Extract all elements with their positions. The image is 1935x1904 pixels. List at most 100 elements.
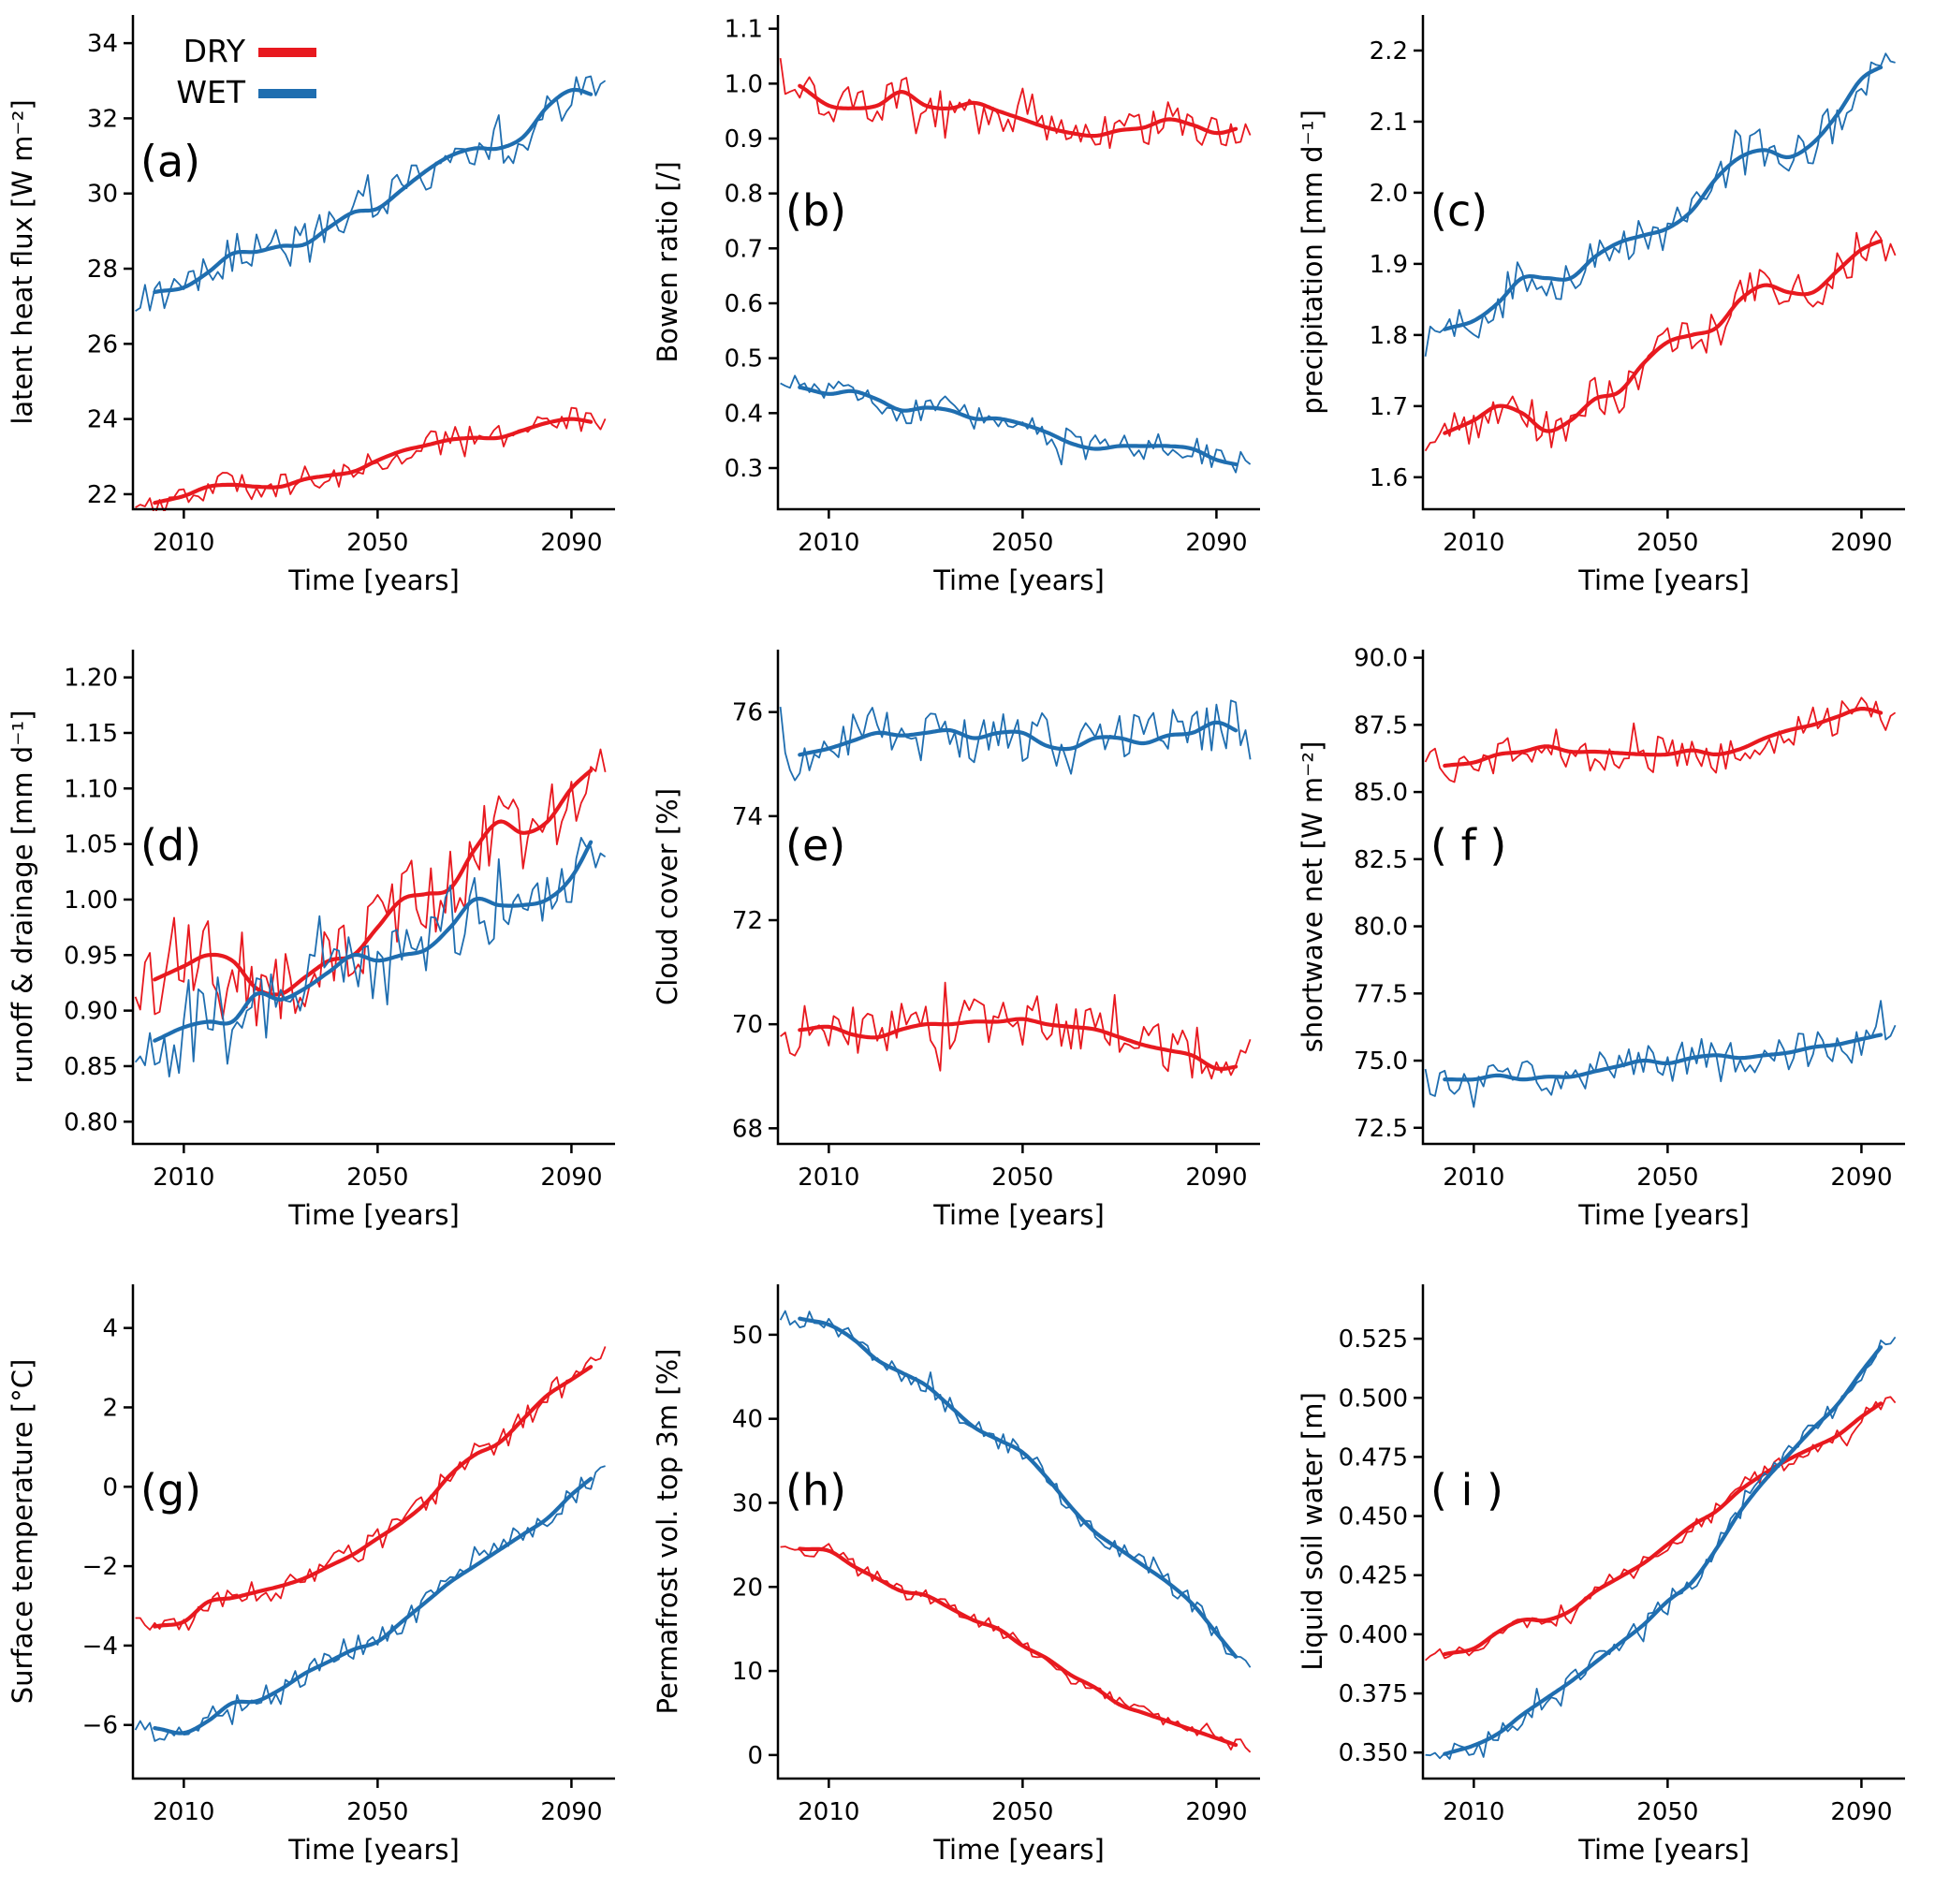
y-axis-label: Permafrost vol. top 3m [%] — [652, 1349, 683, 1715]
y-tick-label: 1.20 — [64, 665, 118, 693]
series-wet-annual-line — [779, 1310, 1252, 1668]
y-tick-label: 2.2 — [1370, 37, 1408, 66]
y-tick-label: 1.8 — [1370, 322, 1408, 350]
y-tick-label: −2 — [82, 1553, 118, 1581]
x-axis-label: Time [years] — [1577, 1199, 1750, 1231]
series-dry-annual-line — [1424, 230, 1897, 452]
chart-a: 22 24 26 28 30 32 34 2010 2050 2090 Time [years] la… — [7, 15, 615, 596]
chart-i: 0.350 0.375 0.400 0.425 0.450 0.475 0.500 0.525… — [1297, 1284, 1905, 1866]
y-tick-label: −4 — [82, 1633, 118, 1661]
y-tick-label: 0.350 — [1339, 1739, 1408, 1767]
x-tick-label: 2050 — [991, 529, 1053, 557]
series-dry-annual-line — [135, 406, 607, 511]
series-wet-smoothed-line — [798, 1316, 1239, 1659]
panel-d: 0.80 0.85 0.90 0.95 1.00 1.05 1.10 1.15 1.20 2010… — [0, 635, 645, 1269]
y-axis-label: runoff & drainage [mm d⁻¹] — [7, 710, 38, 1084]
series-dry-annual-line — [135, 1346, 607, 1632]
x-axis-label: Time [years] — [1577, 564, 1750, 596]
panel-letter: (h) — [785, 1465, 846, 1516]
y-tick-label: 1.9 — [1370, 251, 1408, 279]
y-tick-label: 4 — [102, 1315, 118, 1343]
x-tick-label: 2010 — [153, 1164, 214, 1192]
panel-letter: ( f ) — [1430, 820, 1506, 871]
panel-letter: (e) — [785, 820, 845, 871]
panel-letter: (a) — [140, 136, 200, 186]
series-wet-annual-line — [779, 699, 1252, 782]
panel-letter: (b) — [785, 185, 846, 236]
x-axis-label: Time [years] — [287, 1834, 460, 1866]
panel-g: −6 −4 −2 0 2 4 2010 2050 2090 Time [years] Surface… — [0, 1269, 645, 1904]
y-tick-label: 0.90 — [64, 998, 118, 1026]
x-tick-label: 2090 — [540, 1164, 602, 1192]
panel-letter: ( i ) — [1430, 1465, 1503, 1516]
y-tick-label: 87.5 — [1354, 711, 1408, 740]
panel-letter: (d) — [140, 820, 201, 871]
series-wet-smoothed-line — [798, 385, 1239, 467]
axis-spines — [131, 1284, 615, 1780]
y-tick-label: 10 — [732, 1658, 763, 1686]
y-tick-label: 0.85 — [64, 1053, 118, 1081]
y-axis-label: precipitation [mm d⁻¹] — [1297, 110, 1328, 415]
series-wet-smoothed-line — [798, 720, 1239, 757]
y-tick-label: 0.450 — [1339, 1503, 1408, 1531]
x-tick-label: 2010 — [798, 529, 859, 557]
x-tick-label: 2010 — [153, 1798, 214, 1826]
y-axis-label: Surface temperature [°C] — [7, 1359, 38, 1705]
series-wet-smoothed-line — [1443, 65, 1884, 331]
y-tick-label: 1.1 — [725, 16, 763, 44]
x-axis-label: Time [years] — [932, 1199, 1105, 1231]
y-tick-label: 50 — [732, 1322, 763, 1350]
series-dry-smoothed-line — [798, 83, 1239, 139]
x-tick-label: 2010 — [153, 529, 214, 557]
series-dry-annual-line — [1425, 1396, 1897, 1662]
y-tick-label: 1.7 — [1370, 393, 1408, 421]
x-axis-label: Time [years] — [287, 564, 460, 596]
panel-b: 0.3 0.4 0.5 0.6 0.7 0.8 0.9 1.0 1.1 2010 2050 2090 T… — [645, 0, 1290, 635]
chart-d: 0.80 0.85 0.90 0.95 1.00 1.05 1.10 1.15 1.20 2010… — [7, 650, 615, 1231]
series-dry-smoothed-line — [798, 1017, 1239, 1071]
y-tick-label: 0.525 — [1339, 1325, 1408, 1354]
y-tick-label: 0.6 — [725, 290, 763, 318]
series-dry-annual-line — [780, 1543, 1252, 1753]
axis-spines — [1421, 15, 1905, 511]
y-tick-label: 0.400 — [1339, 1621, 1408, 1649]
y-tick-label: 75.0 — [1354, 1047, 1408, 1076]
axis-spines — [776, 15, 1260, 511]
x-tick-label: 2090 — [1830, 1798, 1892, 1826]
series-wet-annual-line — [1424, 1000, 1897, 1108]
series-wet-annual-line — [135, 75, 607, 313]
y-tick-label: 90.0 — [1354, 645, 1408, 673]
x-tick-label: 2050 — [1636, 1798, 1698, 1826]
x-tick-label: 2090 — [1830, 529, 1892, 557]
panel-f: 72.5 75.0 77.5 80.0 82.5 85.0 87.5 90.0 2010 2050… — [1290, 635, 1935, 1269]
y-axis-label: shortwave net [W m⁻²] — [1297, 741, 1328, 1053]
y-tick-label: 0.4 — [725, 400, 763, 428]
y-tick-label: 1.15 — [64, 720, 118, 748]
y-tick-label: 0.3 — [725, 455, 763, 483]
y-tick-label: 68 — [732, 1115, 763, 1143]
x-tick-label: 2090 — [1830, 1164, 1892, 1192]
y-tick-label: 26 — [87, 330, 118, 359]
x-tick-label: 2050 — [346, 529, 408, 557]
panel-e: 68 70 72 74 76 2010 2050 2090 Time [years] Cloud … — [645, 635, 1290, 1269]
y-tick-label: 20 — [732, 1574, 763, 1602]
chart-f: 72.5 75.0 77.5 80.0 82.5 85.0 87.5 90.0 2010 2050… — [1297, 645, 1905, 1231]
x-axis-label: Time [years] — [932, 1834, 1105, 1866]
series-dry-annual-line — [1424, 696, 1897, 784]
y-tick-label: 80.0 — [1354, 914, 1408, 942]
x-tick-label: 2090 — [540, 529, 602, 557]
y-tick-label: 1.05 — [64, 831, 118, 859]
y-tick-label: 77.5 — [1354, 980, 1408, 1008]
series-dry-smoothed-line — [1443, 239, 1884, 435]
y-tick-label: 70 — [732, 1011, 763, 1039]
y-tick-label: 0.95 — [64, 942, 118, 970]
series-dry-annual-line — [134, 748, 607, 1027]
y-tick-label: 2 — [102, 1394, 118, 1422]
y-tick-label: 1.0 — [725, 70, 763, 98]
x-tick-label: 2050 — [346, 1164, 408, 1192]
x-tick-label: 2090 — [1185, 1798, 1247, 1826]
x-tick-label: 2050 — [991, 1164, 1053, 1192]
x-tick-label: 2010 — [798, 1164, 859, 1192]
legend-label-dry: DRY — [183, 33, 246, 69]
